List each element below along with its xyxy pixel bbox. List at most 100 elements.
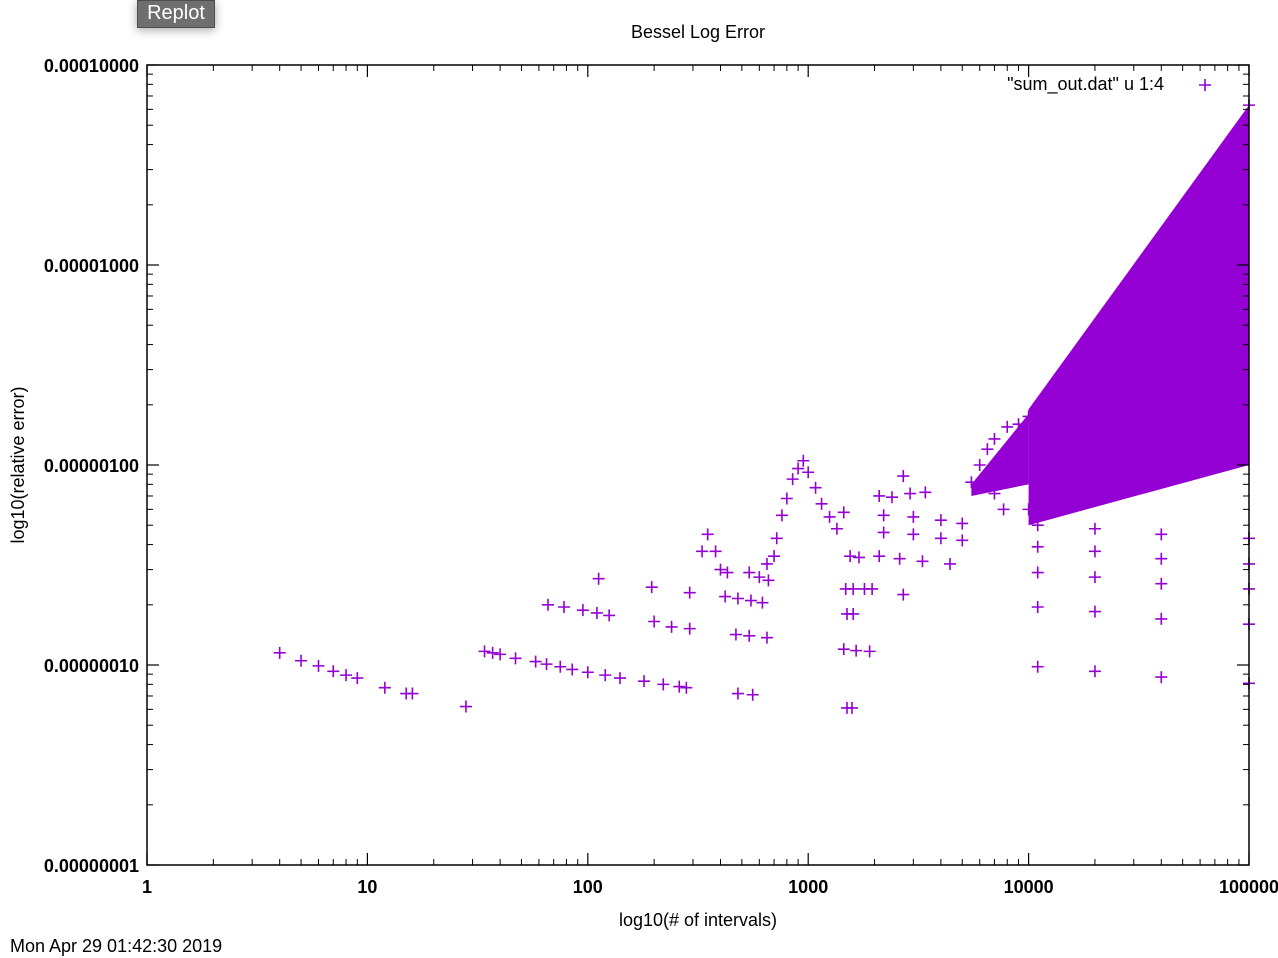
data-point bbox=[897, 588, 910, 601]
data-point bbox=[673, 680, 686, 693]
data-point bbox=[877, 526, 890, 539]
data-point bbox=[378, 681, 391, 694]
x-tick-label: 1000 bbox=[788, 877, 828, 897]
legend: "sum_out.dat" u 1:4 bbox=[1007, 74, 1211, 95]
data-point bbox=[1088, 522, 1101, 535]
data-point bbox=[509, 652, 522, 665]
data-point bbox=[919, 486, 932, 499]
data-point bbox=[850, 644, 863, 657]
data-point bbox=[1221, 138, 1234, 151]
data-point bbox=[973, 459, 986, 471]
data-point bbox=[1155, 577, 1168, 590]
data-point bbox=[934, 532, 947, 545]
chart-title: Bessel Log Error bbox=[631, 22, 765, 42]
data-point bbox=[614, 672, 627, 685]
data-point bbox=[648, 615, 661, 628]
data-point bbox=[273, 646, 286, 659]
data-point bbox=[916, 555, 929, 568]
data-point bbox=[944, 557, 957, 570]
data-point bbox=[863, 645, 876, 658]
data-point bbox=[1012, 418, 1025, 431]
data-point bbox=[845, 701, 858, 714]
data-point bbox=[877, 509, 890, 522]
data-point bbox=[1155, 528, 1168, 541]
data-point bbox=[1022, 410, 1035, 423]
data-point bbox=[1155, 243, 1168, 256]
x-tick-label: 100 bbox=[573, 877, 603, 897]
x-tick-label: 10 bbox=[357, 877, 377, 897]
data-point bbox=[1031, 519, 1044, 532]
data-point bbox=[714, 563, 727, 576]
x-tick-label: 100000 bbox=[1219, 877, 1278, 897]
data-point bbox=[780, 492, 793, 505]
timestamp: Mon Apr 29 01:42:30 2019 bbox=[10, 936, 223, 956]
data-point bbox=[1088, 334, 1101, 347]
data-point bbox=[893, 552, 906, 565]
data-point bbox=[1088, 665, 1101, 678]
data-point bbox=[956, 534, 969, 547]
data-point bbox=[1088, 605, 1101, 618]
data-point bbox=[844, 550, 857, 563]
data-point bbox=[1031, 660, 1044, 673]
data-point bbox=[988, 432, 1001, 445]
data-point bbox=[327, 665, 340, 678]
data-point bbox=[847, 607, 860, 620]
data-point bbox=[592, 572, 605, 585]
data-point bbox=[866, 582, 879, 595]
data-point bbox=[657, 678, 670, 691]
data-point bbox=[756, 596, 769, 609]
legend-label: "sum_out.dat" u 1:4 bbox=[1007, 74, 1164, 95]
data-point bbox=[1155, 612, 1168, 625]
data-point bbox=[873, 550, 886, 563]
dense-marker-region bbox=[971, 413, 1029, 496]
data-point bbox=[768, 550, 781, 563]
data-point bbox=[599, 669, 612, 682]
data-point bbox=[638, 675, 651, 688]
data-point bbox=[792, 462, 805, 475]
data-point bbox=[956, 517, 969, 530]
data-point bbox=[988, 487, 1001, 500]
data-point bbox=[590, 606, 603, 619]
data-point bbox=[1155, 671, 1168, 684]
data-point bbox=[1031, 540, 1044, 553]
data-point bbox=[775, 509, 788, 522]
data-point bbox=[760, 631, 773, 644]
y-axis-label: log10(relative error) bbox=[8, 386, 28, 543]
data-point bbox=[743, 566, 756, 579]
data-point bbox=[731, 687, 744, 700]
axis-ticks: 1 10 100 1000 10000 100000 0.00000001 0.0000001… bbox=[44, 56, 1278, 897]
data-point bbox=[907, 528, 920, 541]
dense-marker-region bbox=[1028, 105, 1249, 526]
data-point bbox=[809, 481, 822, 494]
legend-marker-plus bbox=[1199, 79, 1211, 91]
data-point bbox=[665, 620, 678, 633]
data-point bbox=[603, 609, 616, 622]
data-point bbox=[478, 645, 491, 658]
data-point bbox=[542, 598, 555, 611]
data-point bbox=[823, 510, 836, 523]
data-point bbox=[494, 648, 507, 661]
data-point bbox=[934, 514, 947, 527]
data-point bbox=[1127, 283, 1140, 296]
data-point bbox=[802, 466, 815, 479]
data-point bbox=[312, 659, 325, 672]
data-point bbox=[837, 643, 850, 656]
data-point bbox=[721, 566, 734, 579]
data-point bbox=[566, 663, 579, 676]
data-point bbox=[540, 658, 553, 671]
data-point bbox=[406, 687, 419, 700]
data-point bbox=[1031, 566, 1044, 579]
data-point bbox=[847, 582, 860, 595]
data-point bbox=[837, 506, 850, 519]
y-tick-label: 0.00000100 bbox=[44, 456, 139, 476]
data-point bbox=[729, 628, 742, 641]
data-point bbox=[852, 551, 865, 564]
data-point bbox=[696, 545, 709, 558]
data-point bbox=[295, 654, 308, 667]
data-point bbox=[744, 594, 757, 607]
replot-button[interactable]: Replot bbox=[137, 0, 215, 28]
data-point bbox=[340, 669, 353, 682]
data-point bbox=[1031, 600, 1044, 613]
y-tick-label: 0.00000010 bbox=[44, 656, 139, 676]
